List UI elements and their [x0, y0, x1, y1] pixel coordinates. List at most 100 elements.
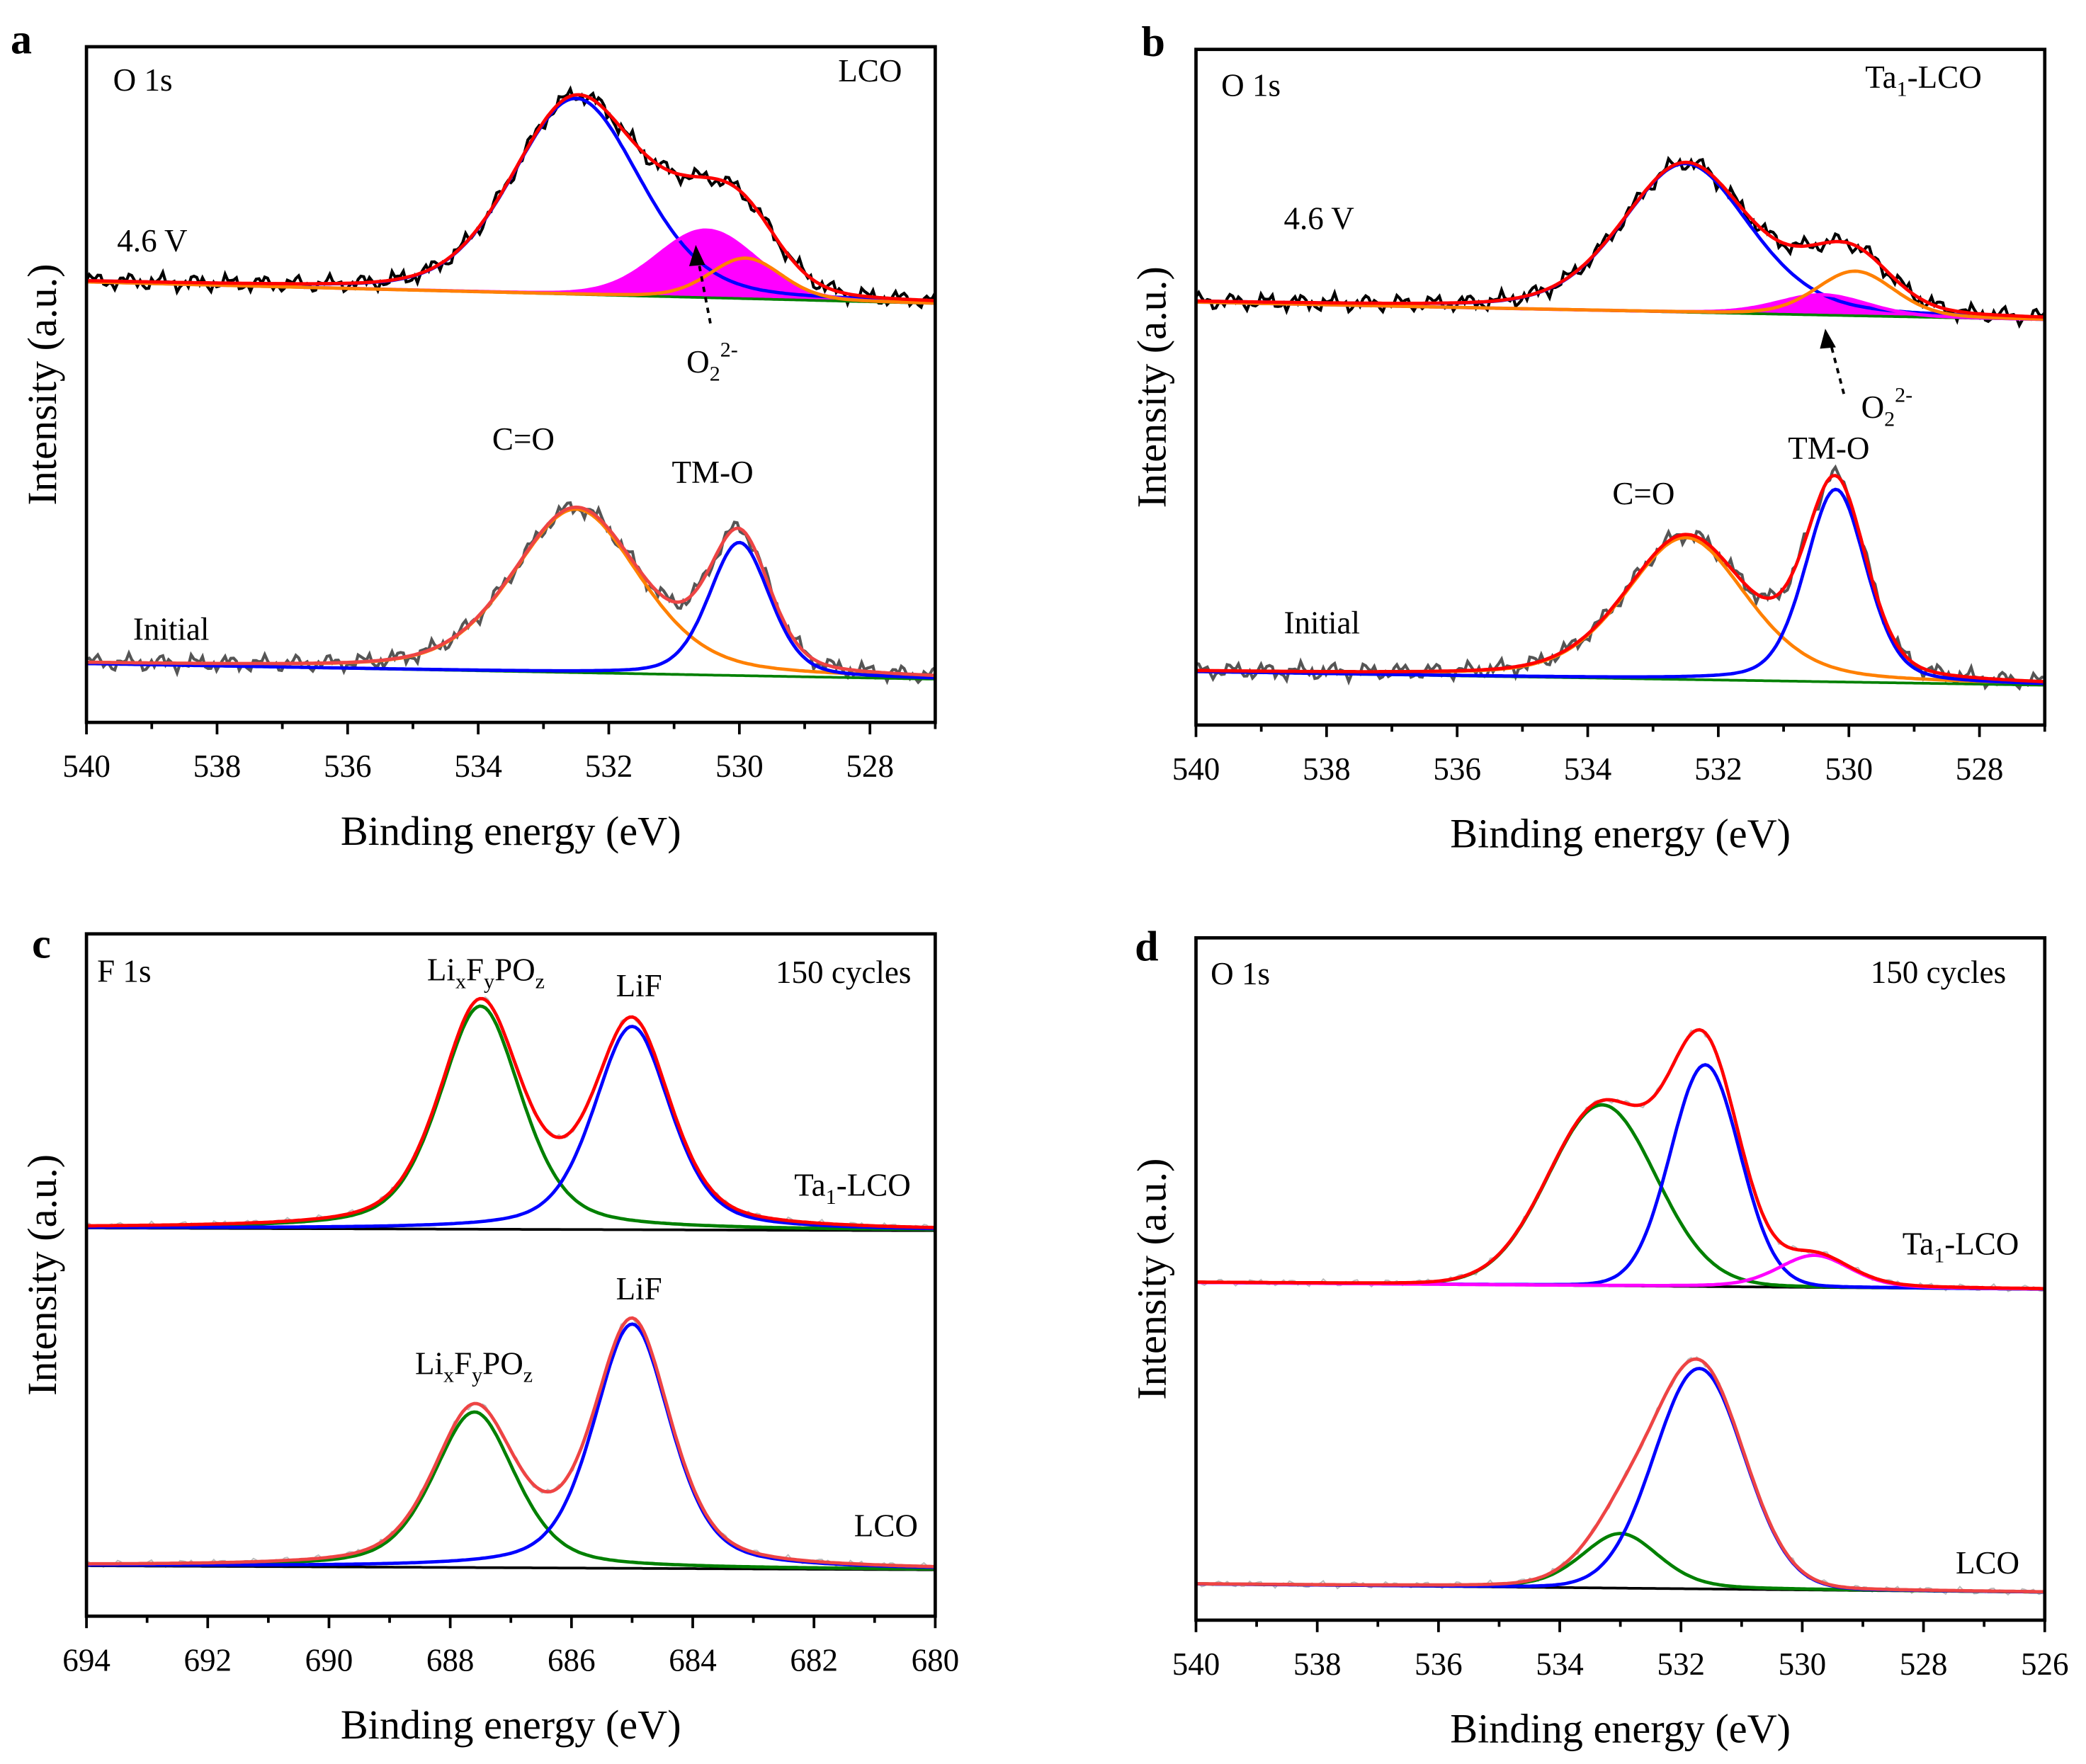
fit-component-line [1196, 161, 2045, 320]
x-tick-label: 530 [1779, 1646, 1827, 1682]
x-tick-label: 680 [912, 1642, 960, 1678]
x-tick-label: 526 [2021, 1646, 2069, 1682]
x-tick-label: 682 [790, 1642, 838, 1678]
core-level-label: F 1s [97, 953, 151, 989]
panel-letter: b [1141, 18, 1164, 66]
spectrum-upper [86, 996, 936, 1232]
fit-component-line [86, 256, 936, 305]
plot-frame [84, 45, 937, 724]
fit-envelope-line [86, 996, 936, 1229]
core-level-label: O 1s [1221, 67, 1281, 103]
x-tick-label: 532 [1657, 1646, 1705, 1682]
spectrum-lower [1196, 1355, 2046, 1596]
x-tick-label: 528 [846, 749, 894, 784]
peak-label-lixfypoz: LixFyPOz [415, 1345, 533, 1387]
sample-label-lco: LCO [854, 1508, 918, 1544]
spectrum-lower [86, 1316, 936, 1571]
spectrum-label-4.6v: 4.6 V [1283, 200, 1354, 236]
peak-label-lif: LiF [616, 968, 662, 1003]
plot-area: 694 692 690 688 686 684 682 680 Binding energy (… [19, 932, 960, 1748]
y-axis-label: Intensity (a.u.) [1128, 1159, 1174, 1400]
sample-label: LCO [838, 53, 902, 89]
raw-data-line [1194, 155, 2046, 329]
x-axis-label: Binding energy (eV) [1450, 811, 1791, 857]
x-tick-label: 540 [62, 749, 110, 784]
fit-component-line [1196, 487, 2045, 685]
y-axis-label: Intensity (a.u.) [19, 1154, 65, 1396]
x-tick-label: 694 [62, 1642, 110, 1678]
core-level-label: O 1s [1211, 956, 1270, 991]
fit-envelope-line [86, 505, 936, 678]
raw-data-line [1196, 1355, 2046, 1596]
sample-label-ta1-lco: Ta1-LCO [1903, 1226, 2019, 1267]
arrow-head-icon [688, 244, 705, 266]
spectrum-label-initial: Initial [133, 612, 210, 647]
peak-label-tm-o: TM-O [671, 455, 753, 490]
x-tick-label: 540 [1172, 751, 1220, 787]
x-tick-label: 540 [1172, 1646, 1220, 1682]
x-tick-label: 690 [305, 1642, 353, 1678]
x-axis-label: Binding energy (eV) [341, 1702, 681, 1748]
x-tick-label: 536 [324, 749, 372, 784]
x-tick-label: 528 [1956, 751, 2004, 787]
peak-label-o2: O22- [1861, 382, 1913, 431]
condition-label: 150 cycles [1871, 955, 2006, 990]
panel-letter: a [11, 16, 32, 63]
spectrum-label-4.6v: 4.6 V [117, 223, 188, 258]
fit-component-line [1196, 1367, 2045, 1594]
sample-label-lco: LCO [1956, 1545, 2019, 1581]
fit-envelope-line [1196, 1357, 2045, 1594]
peak-label-c-o: C=O [492, 421, 555, 457]
panel-d: d 540 538 536 534 532 530 528 526 Binding energy… [1128, 923, 2068, 1751]
panel-c: c 694 692 690 688 686 684 682 680 Binding energy… [19, 921, 959, 1748]
peak-fill-area [1196, 295, 2045, 320]
spectrum-upper [1196, 1028, 2046, 1292]
y-axis-label: Intensity (a.u.) [19, 263, 65, 505]
x-tick-label: 532 [1694, 751, 1742, 787]
fit-envelope-line [86, 1316, 936, 1569]
panel-letter: c [32, 921, 51, 968]
peak-label-tm-o: TM-O [1788, 431, 1869, 466]
core-level-label: O 1s [113, 62, 173, 98]
x-tick-label: 688 [426, 1642, 475, 1678]
x-tick-label: 686 [548, 1642, 596, 1678]
x-tick-label: 534 [1536, 1646, 1584, 1682]
arrow-line [1829, 343, 1845, 394]
spectrum-lower [1196, 464, 2045, 691]
fit-component-line [86, 96, 936, 304]
x-tick-label: 530 [715, 749, 764, 784]
panel-a: a 540 538 536 534 532 530 528 Binding energy (e… [11, 16, 937, 854]
x-tick-label: 684 [669, 1642, 717, 1678]
plot-area: 540 538 536 534 532 530 528 526 Binding energy (… [1128, 936, 2069, 1752]
peak-label-o2: O22- [686, 338, 738, 386]
spectrum-label-initial: Initial [1283, 605, 1360, 640]
spectrum-upper [1194, 155, 2046, 329]
x-tick-label: 534 [1564, 751, 1612, 787]
x-tick-label: 528 [1900, 1646, 1948, 1682]
x-axis-label: Binding energy (eV) [341, 808, 681, 854]
peak-fill-area [86, 229, 936, 304]
spectrum-upper [85, 85, 937, 310]
fit-component-line [86, 540, 936, 680]
x-tick-label: 536 [1433, 751, 1481, 787]
panel-b: b 540 538 536 534 532 530 528 Binding energy (e… [1128, 18, 2047, 857]
x-tick-label: 534 [454, 749, 502, 784]
x-tick-label: 538 [193, 749, 242, 784]
peak-label-lif: LiF [616, 1271, 662, 1307]
fit-component-line [1196, 269, 2045, 321]
plot-frame [1194, 47, 2047, 727]
fit-component-line [86, 1410, 936, 1571]
x-tick-label: 530 [1825, 751, 1873, 787]
x-axis-label: Binding energy (eV) [1450, 1706, 1791, 1752]
fit-component-line [86, 1025, 936, 1231]
y-axis-label: Intensity (a.u.) [1128, 266, 1174, 508]
spectrum-lower [86, 501, 936, 685]
x-tick-label: 532 [585, 749, 633, 784]
fit-envelope-line [1196, 1028, 2045, 1291]
fit-envelope-line [1196, 474, 2045, 683]
x-tick-label: 538 [1293, 1646, 1342, 1682]
fit-component-line [86, 507, 936, 679]
peak-label-lixfypoz: LixFyPOz [427, 952, 545, 993]
plot-area: 540 538 536 534 532 530 528 Binding energy (eV)… [1128, 47, 2047, 857]
